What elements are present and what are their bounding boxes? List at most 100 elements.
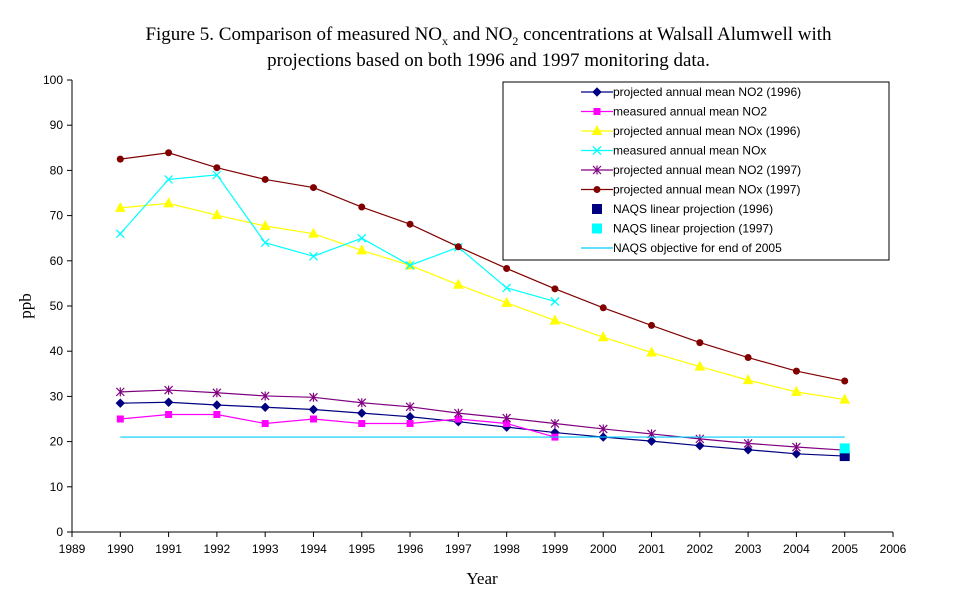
data-point-marker bbox=[259, 219, 271, 230]
legend-item: measured annual mean NOx bbox=[581, 144, 766, 158]
data-point-marker bbox=[308, 404, 319, 415]
data-point-marker bbox=[260, 402, 270, 412]
x-tick-label: 1995 bbox=[348, 542, 375, 556]
chart-title-line-2: projections based on both 1996 and 1997 … bbox=[267, 50, 710, 71]
data-point-marker bbox=[212, 388, 222, 398]
legend-label: measured annual mean NOx bbox=[613, 144, 766, 158]
data-point-marker bbox=[646, 346, 657, 357]
x-tick-label: 1990 bbox=[107, 542, 134, 556]
data-point-marker bbox=[309, 251, 318, 261]
data-point-marker bbox=[163, 397, 174, 407]
x-tick-label: 1996 bbox=[397, 542, 424, 556]
data-point-marker bbox=[503, 420, 511, 428]
data-point-marker bbox=[356, 244, 368, 255]
data-point-marker bbox=[791, 449, 802, 459]
data-point-marker bbox=[454, 415, 462, 423]
y-tick-label: 0 bbox=[56, 525, 63, 539]
data-point-marker bbox=[212, 400, 222, 410]
series-line bbox=[120, 389, 845, 451]
data-point-marker bbox=[309, 415, 317, 423]
x-tick-label: 1991 bbox=[155, 542, 182, 556]
y-tick-label: 60 bbox=[50, 254, 64, 268]
data-point-marker bbox=[839, 451, 850, 462]
x-tick-label: 2005 bbox=[831, 542, 858, 556]
legend-label: measured annual mean NO2 bbox=[613, 105, 767, 119]
title-mid: and NO bbox=[448, 24, 513, 45]
x-tick-label: 1997 bbox=[445, 542, 472, 556]
data-point-marker bbox=[593, 108, 601, 115]
x-tick-label: 1994 bbox=[300, 542, 327, 556]
data-point-marker bbox=[694, 360, 706, 371]
x-tick-label: 1998 bbox=[493, 542, 520, 556]
legend-item: projected annual mean NO2 (1996) bbox=[581, 85, 801, 99]
data-point-marker bbox=[549, 314, 561, 325]
data-point-marker bbox=[743, 438, 753, 448]
data-point-marker bbox=[791, 442, 801, 452]
legend-label: NAQS linear projection (1997) bbox=[613, 222, 773, 236]
data-point-marker bbox=[599, 304, 607, 312]
x-tick-label: 2000 bbox=[590, 542, 617, 556]
series-line bbox=[120, 202, 845, 401]
x-tick-label: 1992 bbox=[204, 542, 231, 556]
data-point-marker bbox=[598, 424, 608, 434]
data-point-marker bbox=[165, 410, 173, 418]
x-tick-label: 2006 bbox=[880, 542, 907, 556]
data-point-marker bbox=[550, 419, 560, 429]
data-point-marker bbox=[839, 393, 851, 404]
x-tick-label: 2002 bbox=[686, 542, 713, 556]
data-point-marker bbox=[405, 412, 415, 422]
data-point-marker bbox=[261, 420, 269, 428]
data-point-marker bbox=[164, 385, 174, 395]
x-tick-label: 1993 bbox=[252, 542, 279, 556]
legend-label: projected annual mean NOx (1996) bbox=[613, 124, 800, 138]
data-point-marker bbox=[358, 420, 366, 428]
legend-label: projected annual mean NO2 (1997) bbox=[613, 163, 801, 177]
data-point-marker bbox=[453, 278, 464, 289]
legend-label: projected annual mean NO2 (1996) bbox=[613, 85, 801, 99]
legend-item: projected annual mean NO2 (1997) bbox=[581, 163, 801, 177]
data-point-marker bbox=[592, 165, 602, 175]
data-point-marker bbox=[592, 146, 602, 155]
title-prefix: Figure 5. Comparison of measured NO bbox=[145, 24, 443, 45]
x-tick-label: 2003 bbox=[735, 542, 762, 556]
data-point-marker bbox=[454, 243, 462, 251]
title-subscript-x: x bbox=[442, 33, 449, 48]
data-point-marker bbox=[260, 238, 270, 248]
data-point-marker bbox=[357, 398, 367, 408]
data-point-marker bbox=[260, 391, 270, 401]
x-tick-label: 2001 bbox=[638, 542, 665, 556]
data-point-marker bbox=[592, 223, 602, 234]
data-point-marker bbox=[406, 420, 414, 428]
data-point-marker bbox=[791, 385, 802, 396]
data-point-marker bbox=[405, 260, 415, 270]
data-point-marker bbox=[211, 209, 223, 220]
series-line bbox=[120, 413, 556, 438]
data-point-marker bbox=[115, 387, 125, 397]
data-point-marker bbox=[406, 220, 414, 228]
data-series bbox=[839, 451, 850, 462]
data-point-marker bbox=[550, 297, 560, 306]
legend-item: NAQS linear projection (1996) bbox=[592, 202, 773, 216]
y-tick-label: 90 bbox=[50, 118, 64, 132]
data-point-marker bbox=[358, 203, 366, 211]
axes: 0 10 20 30 40 50 60 70 80 90 100 1989 1990 1991 1992 19… bbox=[43, 73, 907, 556]
x-tick-label: 1999 bbox=[542, 542, 569, 556]
y-axis-title: ppb bbox=[16, 293, 35, 319]
data-point-marker bbox=[502, 413, 512, 423]
data-point-marker bbox=[308, 227, 319, 238]
data-series bbox=[114, 197, 851, 404]
data-point-marker bbox=[261, 175, 269, 183]
data-point-marker bbox=[591, 124, 603, 135]
data-point-marker bbox=[116, 155, 124, 163]
data-point-marker bbox=[593, 186, 601, 193]
data-point-marker bbox=[405, 402, 415, 412]
legend-box bbox=[502, 81, 890, 261]
data-series bbox=[116, 149, 849, 385]
data-point-marker bbox=[551, 285, 559, 293]
chart-title-line-1: Figure 5. Comparison of measured NOx and… bbox=[0, 24, 977, 49]
data-point-marker bbox=[742, 374, 754, 385]
data-point-marker bbox=[744, 354, 752, 362]
series-line bbox=[120, 401, 845, 457]
